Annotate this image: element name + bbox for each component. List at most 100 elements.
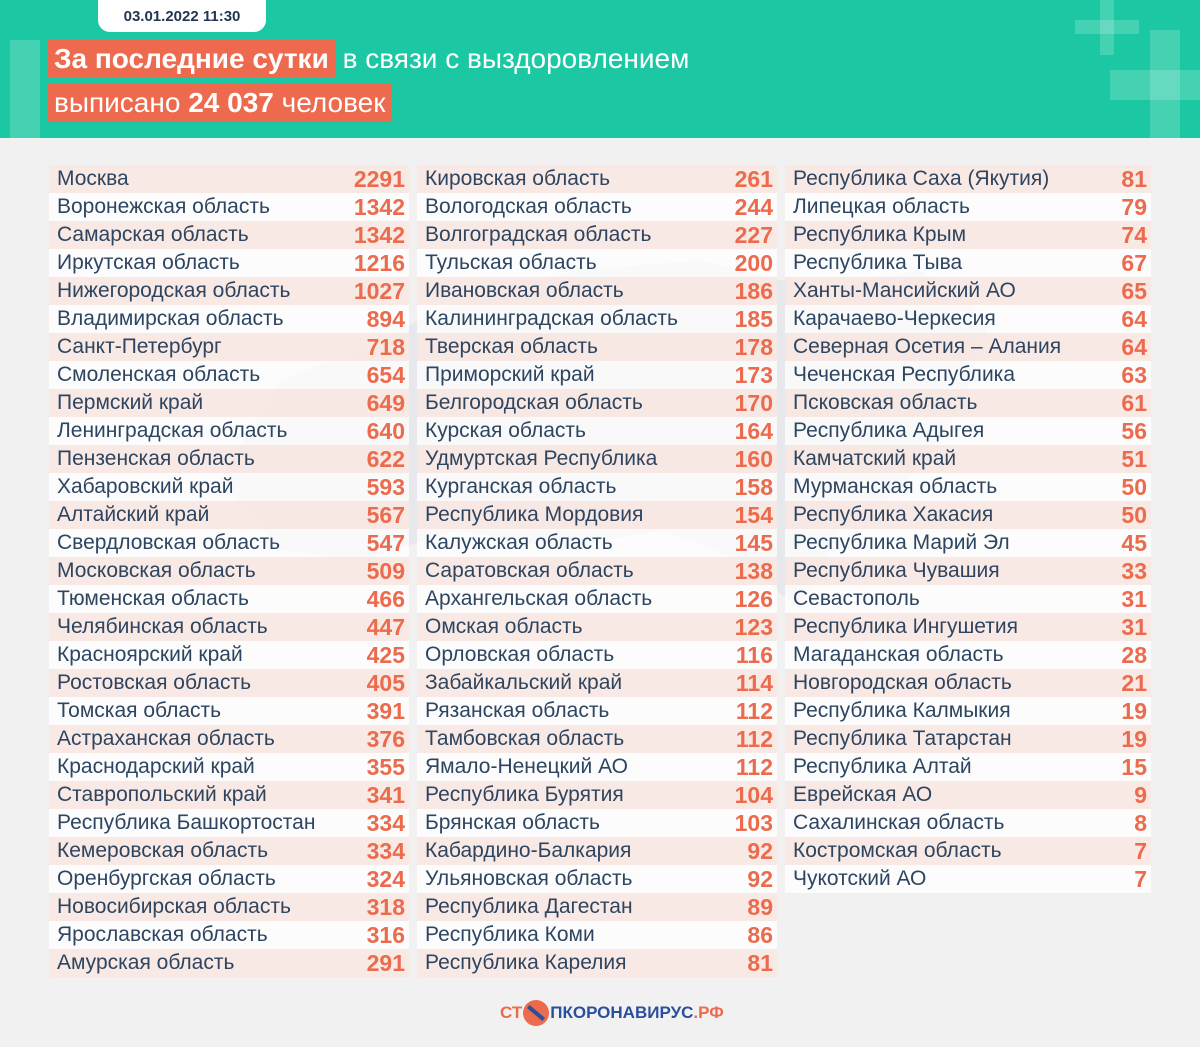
recovered-count: 447 <box>366 613 405 640</box>
region-name: Камчатский край <box>793 447 957 470</box>
region-row: Пермский край 649 <box>49 389 409 417</box>
recovered-count: 160 <box>734 445 773 472</box>
plus-decoration <box>10 40 40 138</box>
recovered-count: 92 <box>747 865 773 892</box>
region-name: Республика Мордовия <box>425 503 644 526</box>
recovered-count: 391 <box>366 697 405 724</box>
plus-decoration <box>1110 70 1200 100</box>
region-row: Ярославская область 316 <box>49 921 409 949</box>
region-row: Карачаево-Черкесия 64 <box>785 305 1151 333</box>
recovered-count: 89 <box>747 893 773 920</box>
headline-line-1: За последние сутки в связи с выздоровлен… <box>48 40 689 78</box>
region-name: Оренбургская область <box>57 867 276 890</box>
region-name: Иркутская область <box>57 251 240 274</box>
region-name: Республика Калмыкия <box>793 699 1011 722</box>
recovered-count: 79 <box>1121 193 1147 220</box>
region-name: Омская область <box>425 615 583 638</box>
region-row: Сахалинская область 8 <box>785 809 1151 837</box>
region-row: Санкт-Петербург 718 <box>49 333 409 361</box>
region-name: Орловская область <box>425 643 615 666</box>
recovered-count: 291 <box>366 949 405 976</box>
region-row: Ленинградская область 640 <box>49 417 409 445</box>
region-row: Костромская область 7 <box>785 837 1151 865</box>
region-row: Магаданская область 28 <box>785 641 1151 669</box>
region-name: Тюменская область <box>57 587 249 610</box>
recovered-count: 86 <box>747 921 773 948</box>
region-name: Ивановская область <box>425 279 624 302</box>
region-row: Севастополь 31 <box>785 585 1151 613</box>
region-name: Республика Дагестан <box>425 895 633 918</box>
region-row: Новгородская область 21 <box>785 669 1151 697</box>
recovered-count: 64 <box>1121 333 1147 360</box>
recovered-count: 227 <box>734 221 773 248</box>
region-row: Хабаровский край 593 <box>49 473 409 501</box>
region-name: Приморский край <box>425 363 595 386</box>
region-row: Саратовская область 138 <box>417 557 777 585</box>
region-name: Чукотский АО <box>793 867 927 890</box>
total-recovered: 24 037 <box>188 87 274 118</box>
region-name: Республика Тыва <box>793 251 963 274</box>
region-row: Оренбургская область 324 <box>49 865 409 893</box>
region-row: Краснодарский край 355 <box>49 753 409 781</box>
region-row: Кемеровская область 334 <box>49 837 409 865</box>
recovered-count: 405 <box>366 669 405 696</box>
region-name: Волгоградская область <box>425 223 652 246</box>
recovered-count: 65 <box>1121 277 1147 304</box>
region-name: Ханты-Мансийский АО <box>793 279 1016 302</box>
recovered-count: 2291 <box>353 165 405 192</box>
recovered-count: 1342 <box>353 193 405 220</box>
region-name: Республика Саха (Якутия) <box>793 167 1050 190</box>
region-name: Сахалинская область <box>793 811 1005 834</box>
recovered-count: 654 <box>366 361 405 388</box>
region-row: Московская область 509 <box>49 557 409 585</box>
region-row: Омская область 123 <box>417 613 777 641</box>
region-name: Амурская область <box>57 951 235 974</box>
region-row: Воронежская область 1342 <box>49 193 409 221</box>
region-row: Республика Алтай 15 <box>785 753 1151 781</box>
recovered-count: 158 <box>734 473 773 500</box>
region-row: Орловская область 116 <box>417 641 777 669</box>
region-name: Свердловская область <box>57 531 281 554</box>
recovered-count: 173 <box>734 361 773 388</box>
region-column-1: Москва 2291 Воронежская область 1342 Самарск… <box>49 165 409 977</box>
recovered-count: 1216 <box>353 249 405 276</box>
region-row: Архангельская область 126 <box>417 585 777 613</box>
region-row: Тамбовская область 112 <box>417 725 777 753</box>
recovered-count: 19 <box>1121 697 1147 724</box>
region-name: Томская область <box>57 699 222 722</box>
recovered-count: 355 <box>366 753 405 780</box>
region-row: Свердловская область 547 <box>49 529 409 557</box>
recovered-count: 28 <box>1121 641 1147 668</box>
recovered-count: 1027 <box>353 277 405 304</box>
recovered-count: 67 <box>1121 249 1147 276</box>
region-name: Пензенская область <box>57 447 255 470</box>
region-name: Костромская область <box>793 839 1002 862</box>
region-row: Калининградская область 185 <box>417 305 777 333</box>
recovered-count: 324 <box>366 865 405 892</box>
logo-text-part: .РФ <box>693 1003 724 1022</box>
recovered-count: 316 <box>366 921 405 948</box>
recovered-count: 170 <box>734 389 773 416</box>
recovered-count: 341 <box>366 781 405 808</box>
region-row: Республика Калмыкия 19 <box>785 697 1151 725</box>
recovered-count: 200 <box>734 249 773 276</box>
region-row: Республика Карелия 81 <box>417 949 777 977</box>
region-name: Республика Татарстан <box>793 727 1012 750</box>
region-row: Калужская область 145 <box>417 529 777 557</box>
region-row: Амурская область 291 <box>49 949 409 977</box>
region-row: Нижегородская область 1027 <box>49 277 409 305</box>
recovered-count: 178 <box>734 333 773 360</box>
region-name: Воронежская область <box>57 195 270 218</box>
logo-text-part: ПКОРОНАВИРУС <box>550 1003 694 1022</box>
recovered-count: 31 <box>1121 613 1147 640</box>
recovered-count: 1342 <box>353 221 405 248</box>
recovered-count: 509 <box>366 557 405 584</box>
region-name: Кировская область <box>425 167 611 190</box>
region-name: Владимирская область <box>57 307 284 330</box>
region-row: Республика Адыгея 56 <box>785 417 1151 445</box>
recovered-count: 185 <box>734 305 773 332</box>
region-row: Томская область 391 <box>49 697 409 725</box>
region-row: Республика Бурятия 104 <box>417 781 777 809</box>
region-name: Забайкальский край <box>425 671 623 694</box>
region-row: Курганская область 158 <box>417 473 777 501</box>
